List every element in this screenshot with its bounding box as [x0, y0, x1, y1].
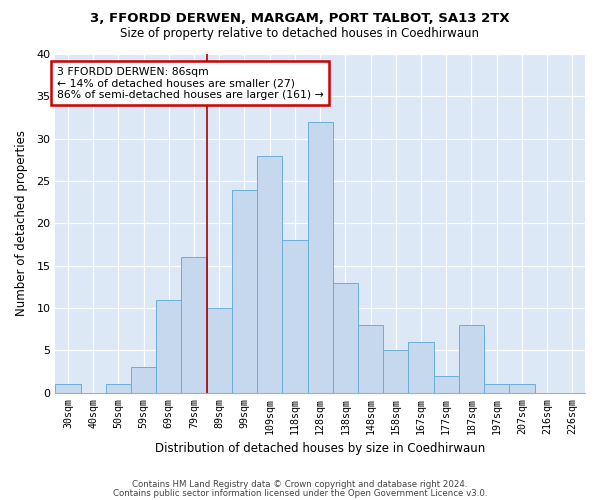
Text: Contains HM Land Registry data © Crown copyright and database right 2024.: Contains HM Land Registry data © Crown c…	[132, 480, 468, 489]
Bar	[232, 190, 257, 393]
Bar	[106, 384, 131, 393]
Bar	[131, 368, 156, 393]
Bar	[509, 384, 535, 393]
Bar	[434, 376, 459, 393]
Bar	[257, 156, 283, 393]
Bar	[308, 122, 333, 393]
Bar	[181, 258, 206, 393]
Bar	[156, 300, 181, 393]
Bar	[459, 325, 484, 393]
Bar	[409, 342, 434, 393]
Bar	[206, 308, 232, 393]
Bar	[358, 325, 383, 393]
Text: 3, FFORDD DERWEN, MARGAM, PORT TALBOT, SA13 2TX: 3, FFORDD DERWEN, MARGAM, PORT TALBOT, S…	[90, 12, 510, 26]
Bar	[484, 384, 509, 393]
Text: 3 FFORDD DERWEN: 86sqm
← 14% of detached houses are smaller (27)
86% of semi-det: 3 FFORDD DERWEN: 86sqm ← 14% of detached…	[56, 66, 323, 100]
Bar	[283, 240, 308, 393]
Bar	[333, 282, 358, 393]
Bar	[383, 350, 409, 393]
Text: Size of property relative to detached houses in Coedhirwaun: Size of property relative to detached ho…	[121, 28, 479, 40]
Y-axis label: Number of detached properties: Number of detached properties	[15, 130, 28, 316]
Text: Contains public sector information licensed under the Open Government Licence v3: Contains public sector information licen…	[113, 490, 487, 498]
X-axis label: Distribution of detached houses by size in Coedhirwaun: Distribution of detached houses by size …	[155, 442, 485, 455]
Bar	[55, 384, 80, 393]
